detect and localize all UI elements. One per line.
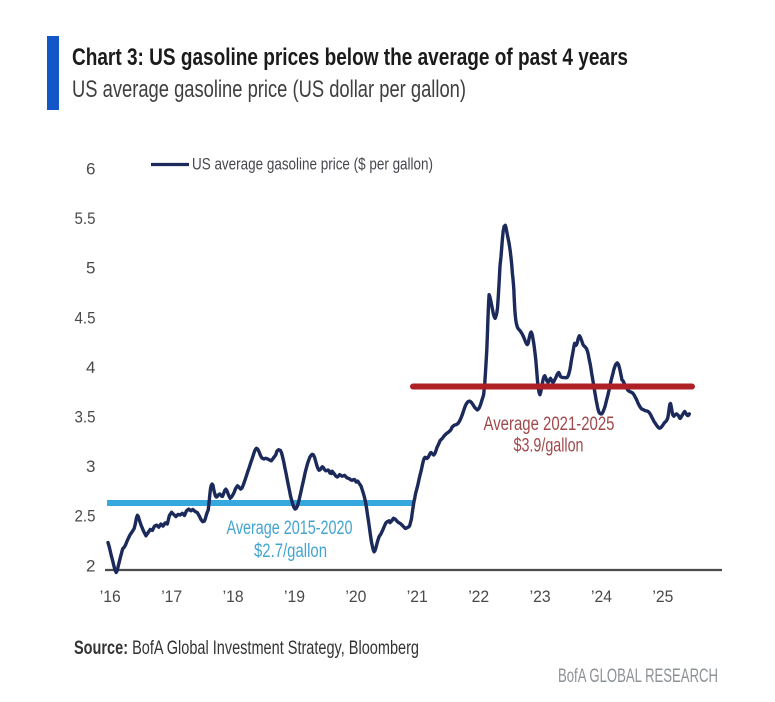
svg-text:US average gasoline price ($ p: US average gasoline price ($ per gallon)	[192, 156, 433, 174]
svg-text:’25: ’25	[652, 587, 673, 606]
svg-text:2.5: 2.5	[75, 507, 96, 526]
svg-text:Source: BofA Global Investment: Source: BofA Global Investment Strategy,…	[74, 638, 419, 659]
svg-text:5.5: 5.5	[75, 209, 96, 228]
svg-text:’24: ’24	[591, 587, 612, 606]
svg-text:2: 2	[86, 556, 95, 575]
svg-text:’17: ’17	[161, 587, 182, 606]
svg-text:3: 3	[86, 457, 95, 476]
svg-text:’20: ’20	[345, 587, 366, 606]
svg-text:5: 5	[86, 259, 95, 278]
svg-text:6: 6	[86, 160, 95, 179]
svg-text:’23: ’23	[530, 587, 551, 606]
svg-text:Average 2021-2025: Average 2021-2025	[484, 414, 615, 435]
svg-text:’19: ’19	[284, 587, 305, 606]
svg-text:Chart 3: US gasoline prices be: Chart 3: US gasoline prices below the av…	[72, 44, 628, 71]
svg-text:4.5: 4.5	[75, 308, 96, 327]
svg-text:US average gasoline price (US: US average gasoline price (US dollar per…	[72, 76, 466, 103]
svg-text:’21: ’21	[407, 587, 428, 606]
svg-text:’16: ’16	[100, 587, 121, 606]
svg-text:’18: ’18	[223, 587, 244, 606]
svg-text:BofA GLOBAL RESEARCH: BofA GLOBAL RESEARCH	[558, 666, 718, 687]
svg-text:Average 2015-2020: Average 2015-2020	[227, 518, 353, 539]
svg-text:’22: ’22	[468, 587, 489, 606]
svg-text:4: 4	[86, 358, 95, 377]
svg-text:$2.7/gallon: $2.7/gallon	[254, 541, 327, 562]
svg-text:3.5: 3.5	[75, 408, 96, 427]
svg-text:$3.9/gallon: $3.9/gallon	[514, 436, 584, 457]
